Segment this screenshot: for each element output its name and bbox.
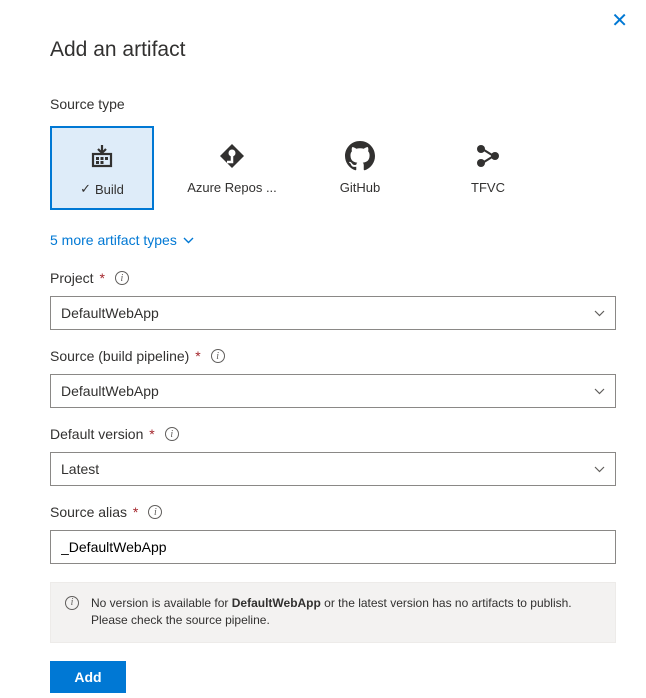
tile-build-label: ✓ Build — [80, 181, 124, 197]
panel-title: Add an artifact — [50, 38, 616, 62]
required-marker: * — [191, 348, 200, 364]
build-icon — [87, 139, 117, 175]
info-icon[interactable]: i — [165, 427, 179, 441]
default-version-label: Default version * i — [50, 426, 616, 442]
required-marker: * — [129, 504, 138, 520]
source-select[interactable]: DefaultWebApp — [50, 374, 616, 408]
chevron-down-icon — [594, 306, 605, 320]
tile-build[interactable]: ✓ Build — [50, 126, 154, 210]
tile-tfvc-label: TFVC — [471, 180, 505, 195]
project-label: Project * i — [50, 270, 616, 286]
chevron-down-icon — [594, 384, 605, 398]
source-label: Source (build pipeline) * i — [50, 348, 616, 364]
info-icon: i — [65, 596, 79, 610]
field-default-version: Default version * i Latest — [50, 426, 616, 486]
tile-github-label: GitHub — [340, 180, 380, 195]
required-marker: * — [96, 270, 105, 286]
close-icon[interactable]: ✕ — [611, 8, 628, 33]
azure-repos-icon — [216, 138, 248, 174]
field-project: Project * i DefaultWebApp — [50, 270, 616, 330]
tile-azure-repos-label: Azure Repos ... — [187, 180, 277, 195]
add-button[interactable]: Add — [50, 661, 126, 693]
info-icon[interactable]: i — [211, 349, 225, 363]
tfvc-icon — [473, 138, 503, 174]
github-icon — [345, 138, 375, 174]
source-alias-label: Source alias * i — [50, 504, 616, 520]
required-marker: * — [145, 426, 154, 442]
project-select[interactable]: DefaultWebApp — [50, 296, 616, 330]
tile-github[interactable]: GitHub — [310, 126, 410, 206]
source-type-heading: Source type — [50, 96, 616, 112]
checkmark-icon: ✓ — [80, 181, 91, 197]
source-alias-input[interactable] — [50, 530, 616, 564]
more-artifact-types-link[interactable]: 5 more artifact types — [50, 232, 194, 248]
source-type-tiles: ✓ Build Azure Repos ... GitHub — [50, 126, 616, 210]
default-version-select[interactable]: Latest — [50, 452, 616, 486]
field-source: Source (build pipeline) * i DefaultWebAp… — [50, 348, 616, 408]
warning-message: i No version is available for DefaultWeb… — [50, 582, 616, 643]
chevron-down-icon — [594, 462, 605, 476]
info-icon[interactable]: i — [115, 271, 129, 285]
tile-tfvc[interactable]: TFVC — [438, 126, 538, 206]
chevron-down-icon — [183, 237, 194, 244]
info-icon[interactable]: i — [148, 505, 162, 519]
tile-azure-repos[interactable]: Azure Repos ... — [182, 126, 282, 206]
field-source-alias: Source alias * i — [50, 504, 616, 564]
warning-text: No version is available for DefaultWebAp… — [91, 595, 601, 630]
